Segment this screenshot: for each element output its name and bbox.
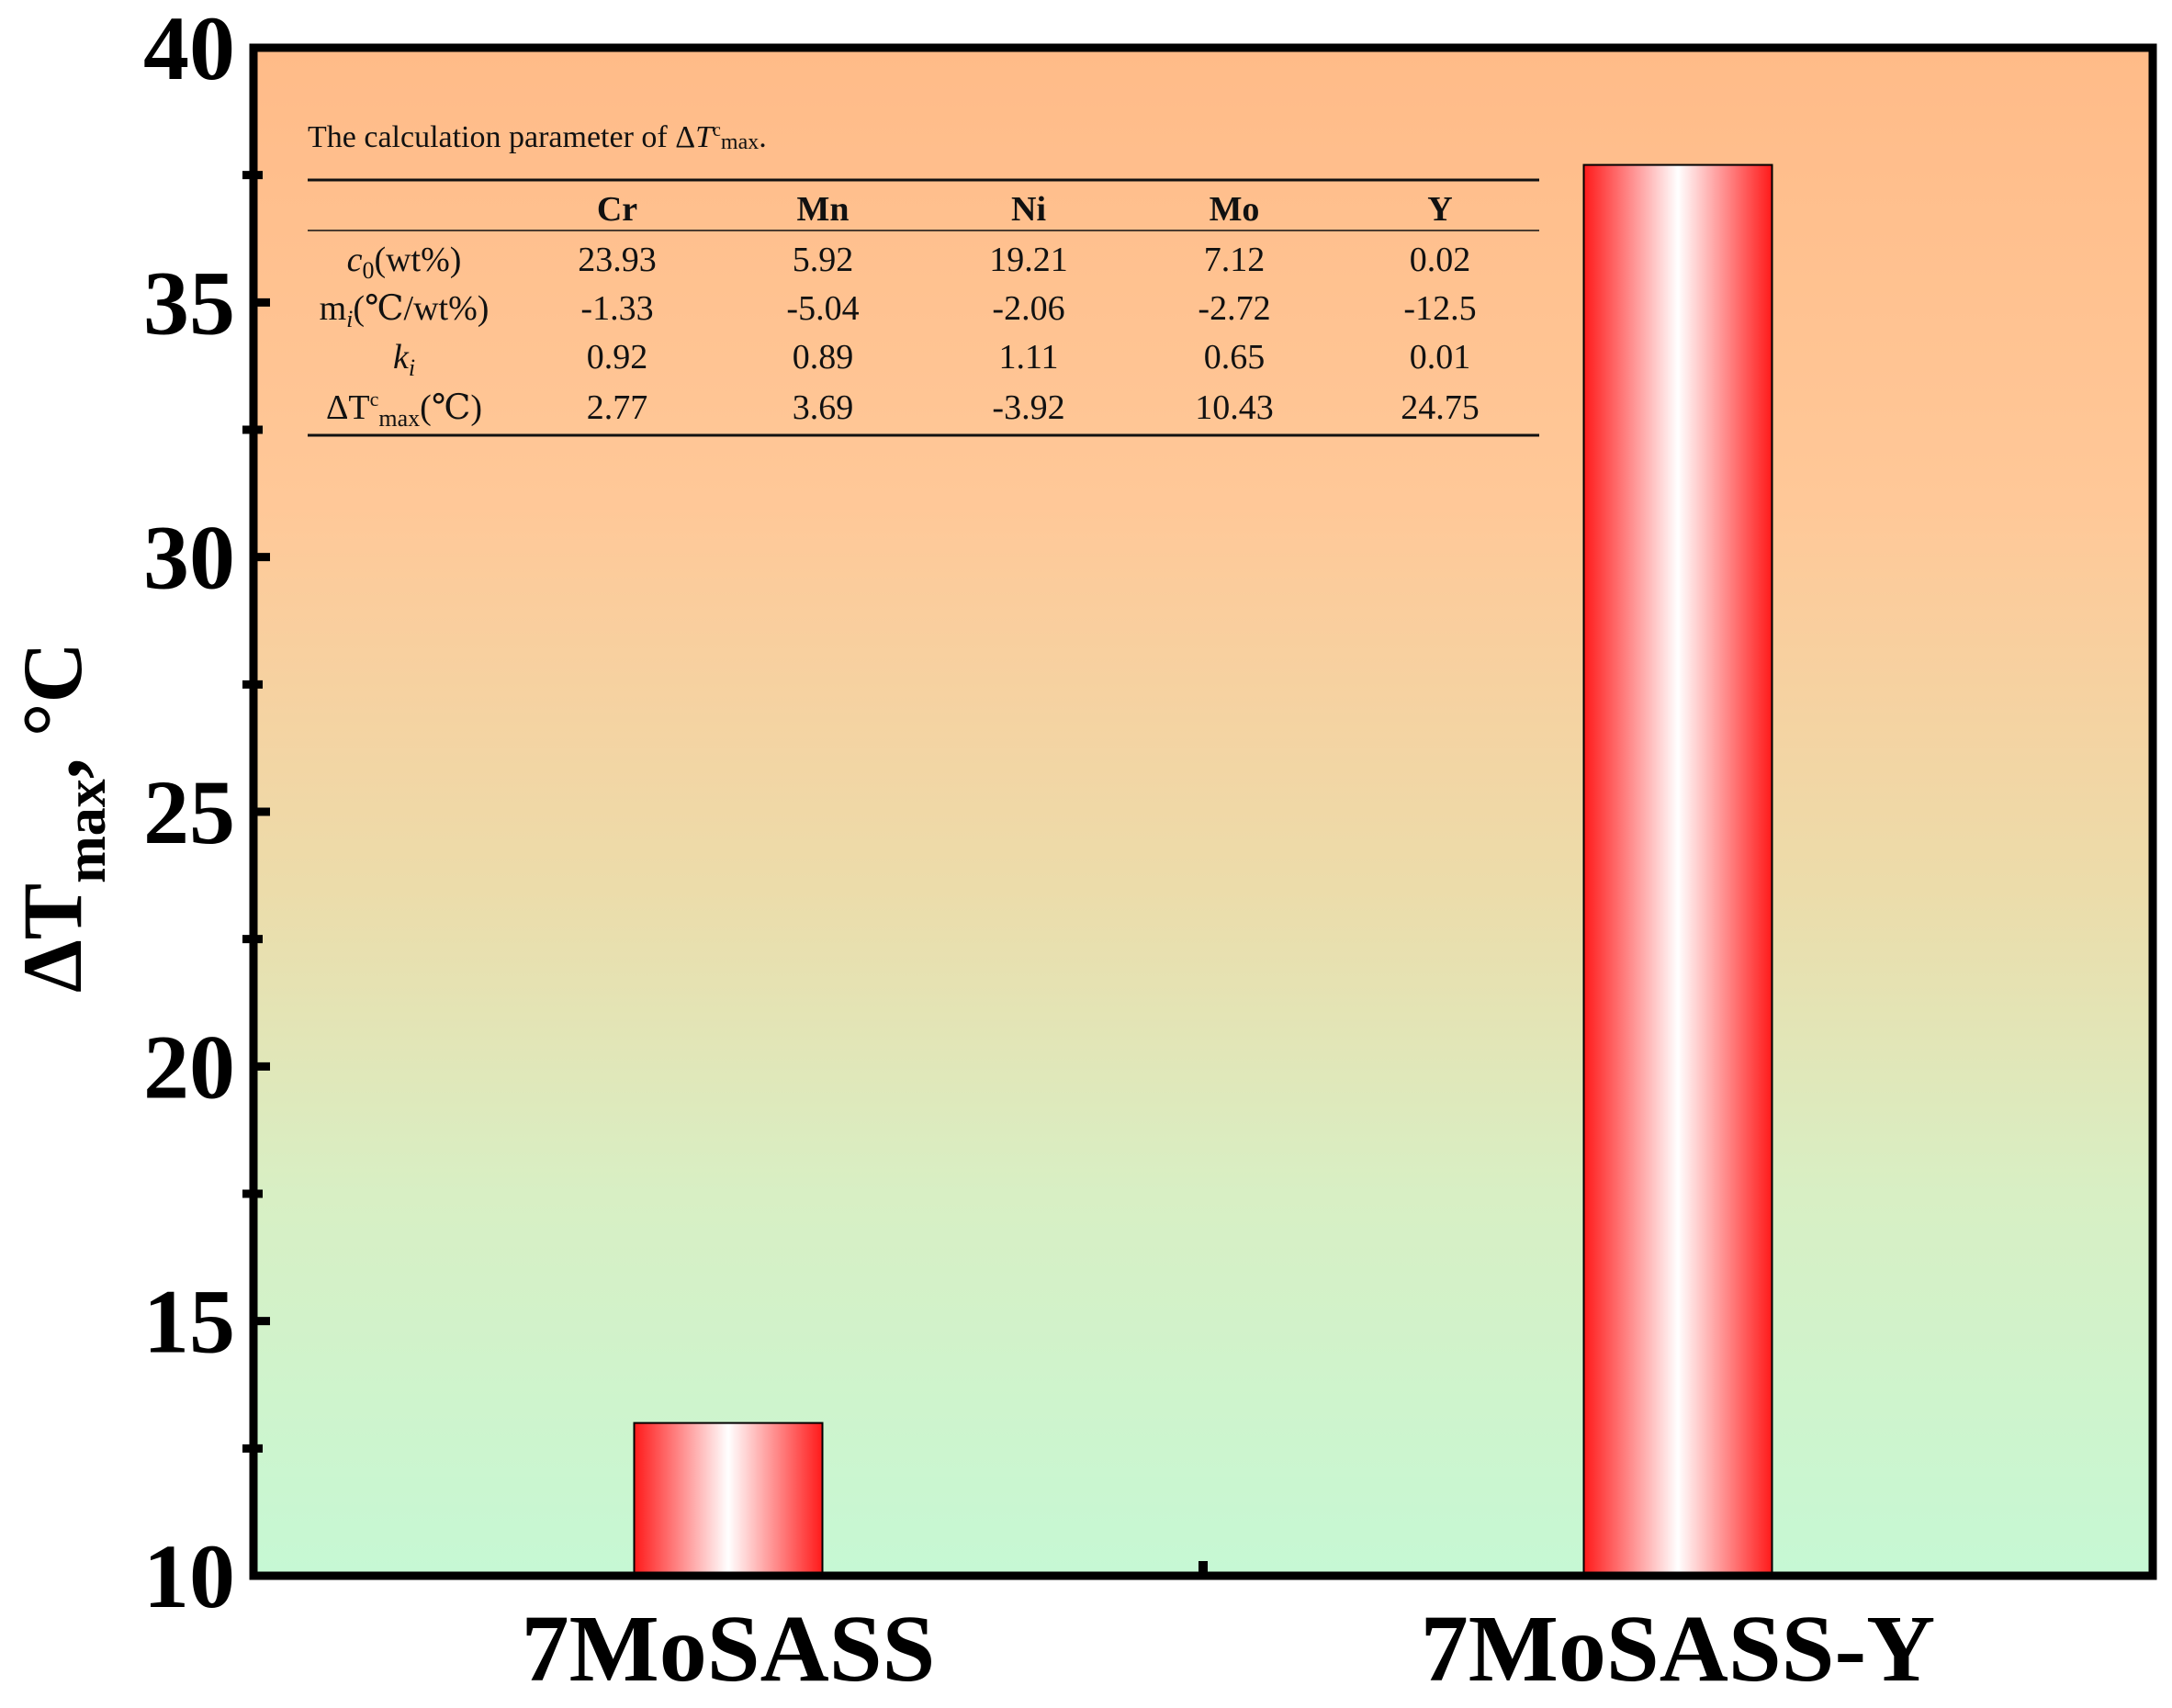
bars bbox=[633, 163, 1773, 1577]
table-cell: 24.75 bbox=[1401, 388, 1480, 427]
table-cell: -1.33 bbox=[580, 289, 653, 328]
table-cell: -2.06 bbox=[992, 289, 1064, 328]
table-cell: 19.21 bbox=[989, 241, 1068, 279]
table-cell: 23.93 bbox=[578, 241, 657, 279]
inset-table: The calculation parameter of ΔTcmax. Cr M… bbox=[308, 120, 1539, 437]
table-cell: 1.11 bbox=[998, 338, 1058, 376]
plot-background bbox=[253, 48, 2153, 1576]
table-body: Cr Mn Ni Mo Yc0(wt%) 23.93 5.92 19.21 7.12 0.02 mi… bbox=[320, 190, 1480, 432]
y-axis-ticks: 10 15 20 25 30 35 40 bbox=[143, 0, 270, 1627]
table-row-label: c0(wt%) bbox=[347, 241, 462, 284]
table-cell: 0.65 bbox=[1204, 338, 1266, 376]
table-cell: -2.72 bbox=[1198, 289, 1270, 328]
table-cell: 0.92 bbox=[587, 338, 648, 376]
x-tick-label: 7MoSASS bbox=[522, 1596, 936, 1702]
table-cell: -5.04 bbox=[786, 289, 859, 328]
table-cell: 10.43 bbox=[1195, 388, 1274, 427]
table-header-cell: Mo bbox=[1210, 190, 1260, 229]
bar-7MoSASS bbox=[633, 1421, 824, 1577]
table-header-cell: Mn bbox=[797, 190, 850, 229]
table-cell: 2.77 bbox=[587, 388, 648, 427]
table-cell: 5.92 bbox=[793, 241, 854, 279]
plot-frame bbox=[249, 43, 2157, 1580]
table-header-cell: Y bbox=[1427, 190, 1452, 229]
x-axis-labels: 7MoSASS 7MoSASS-Y bbox=[522, 1596, 1936, 1702]
table-cell: 3.69 bbox=[793, 388, 854, 427]
table-row-label: mi(℃/wt%) bbox=[320, 289, 490, 332]
table-cell: -3.92 bbox=[992, 388, 1064, 427]
y-tick-label: 40 bbox=[143, 0, 235, 99]
y-tick-label: 30 bbox=[143, 507, 235, 609]
table-cell: 0.01 bbox=[1410, 338, 1471, 376]
bar-7MoSASS-Y bbox=[1582, 163, 1773, 1577]
y-tick-label: 20 bbox=[143, 1016, 235, 1118]
table-cell: -12.5 bbox=[1403, 289, 1476, 328]
y-tick-label: 35 bbox=[143, 252, 235, 354]
table-caption: The calculation parameter of ΔTcmax. bbox=[308, 120, 767, 154]
y-tick-label: 25 bbox=[143, 761, 235, 863]
x-tick-label: 7MoSASS-Y bbox=[1421, 1596, 1936, 1702]
y-tick-label: 15 bbox=[143, 1271, 235, 1373]
table-header-cell: Cr bbox=[597, 190, 637, 229]
table-row-label: ΔTcmax(℃) bbox=[326, 388, 482, 432]
table-row-label: ki bbox=[393, 338, 415, 381]
table-cell: 0.89 bbox=[793, 338, 854, 376]
y-tick-label: 10 bbox=[143, 1525, 235, 1627]
y-axis-label: ΔTmax, °C bbox=[6, 642, 118, 993]
table-cell: 0.02 bbox=[1410, 241, 1471, 279]
table-header-cell: Ni bbox=[1011, 190, 1046, 229]
table-cell: 7.12 bbox=[1204, 241, 1266, 279]
